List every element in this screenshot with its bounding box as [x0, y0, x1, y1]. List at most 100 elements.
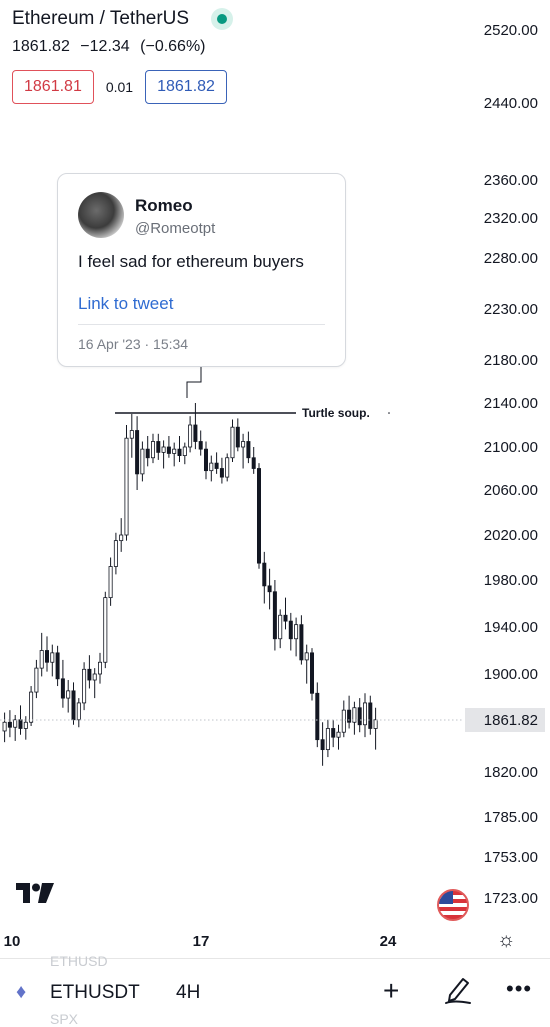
candle-body-up: [209, 462, 214, 472]
tradingview-logo-icon[interactable]: [16, 883, 56, 905]
candle: [262, 551, 267, 604]
symbol-header: Ethereum / TetherUS 1861.82 −12.34 (−0.6…: [12, 8, 234, 104]
candle: [283, 597, 288, 630]
candle-body-up: [2, 721, 7, 732]
candle: [2, 712, 7, 743]
candle: [119, 518, 124, 552]
y-tick-label: 2440.00: [484, 95, 538, 112]
candle-body-up: [34, 667, 39, 693]
candle-body-up: [362, 702, 367, 726]
candle: [7, 710, 12, 738]
candle-body-down: [246, 441, 251, 459]
us-flag-icon[interactable]: [437, 889, 469, 921]
candle-body-down: [135, 430, 140, 475]
candle-body-down: [283, 614, 288, 622]
x-tick-label: 24: [380, 933, 397, 950]
tweet-link[interactable]: Link to tweet: [78, 294, 174, 313]
candle-body-up: [129, 430, 134, 439]
candle: [225, 453, 230, 482]
candle-body-up: [108, 566, 113, 599]
candle: [251, 447, 256, 474]
candle-body-up: [352, 707, 357, 723]
candle: [103, 591, 108, 669]
candle: [278, 609, 283, 649]
gear-icon[interactable]: ☼: [497, 929, 516, 951]
candle-body-up: [278, 614, 283, 640]
bottom-toolbar: ETHUSD ♦ ETHUSDT 4H + ••• SPX: [0, 953, 550, 1027]
candle-body-up: [294, 624, 299, 640]
candle-body-down: [166, 446, 171, 454]
candle-body-down: [315, 692, 320, 741]
candle-body-down: [7, 721, 12, 728]
candle: [230, 419, 235, 463]
candle-body-up: [82, 668, 87, 704]
tweet-author-name: Romeo: [135, 196, 193, 215]
y-tick-label: 1861.82: [484, 712, 538, 729]
candle-body-up: [336, 731, 341, 738]
y-tick-label: 1820.00: [484, 764, 538, 781]
candle: [156, 433, 161, 460]
ethereum-icon: ♦: [16, 981, 27, 1003]
candle-body-up: [150, 441, 155, 459]
candle-body-down: [309, 652, 314, 694]
divider: [78, 324, 325, 325]
symbol-list-item[interactable]: ETHUSD: [50, 953, 108, 969]
candle: [352, 701, 357, 735]
candle-body-down: [299, 624, 304, 661]
candle-body-down: [235, 426, 240, 448]
tweet-card[interactable]: Romeo @Romeotpt I feel sad for ethereum …: [57, 173, 346, 367]
candle-body-up: [172, 448, 177, 454]
candle-body-up: [182, 446, 187, 457]
candle-body-down: [60, 678, 65, 699]
candle: [373, 707, 378, 750]
candle-body-up: [66, 690, 71, 699]
more-icon[interactable]: •••: [506, 976, 533, 1001]
symbol-selector[interactable]: ETHUSDT: [50, 982, 140, 1003]
y-tick-label: 2360.00: [484, 172, 538, 189]
candle: [161, 440, 166, 469]
pen-icon[interactable]: [444, 975, 472, 1005]
candle-body-down: [193, 424, 198, 442]
candle: [219, 457, 224, 484]
candle-body-up: [304, 652, 309, 661]
y-tick-label: 1900.00: [484, 666, 538, 683]
plus-icon[interactable]: +: [383, 975, 400, 1006]
symbol-title[interactable]: Ethereum / TetherUS: [12, 8, 190, 29]
y-tick-label: 2320.00: [484, 210, 538, 227]
avatar: [78, 192, 124, 238]
candle: [55, 645, 60, 687]
candle-body-down: [203, 448, 208, 472]
candle-body-down: [272, 591, 277, 640]
candle: [108, 557, 113, 606]
buy-button[interactable]: 1861.82: [145, 70, 227, 104]
y-tick-label: 2520.00: [484, 22, 538, 39]
price-summary: 1861.82 −12.34 (−0.66%): [12, 38, 233, 56]
last-price: 1861.82: [12, 38, 70, 55]
candle: [39, 632, 44, 677]
candle-body-up: [161, 446, 166, 453]
symbol-list-item[interactable]: SPX: [50, 1011, 79, 1027]
candle: [45, 636, 50, 672]
candle: [82, 662, 87, 711]
candle-body-down: [219, 468, 224, 478]
market-open-icon: [211, 8, 234, 30]
candle: [145, 436, 150, 467]
tweet-date: 16 Apr '23 · 15:34: [78, 336, 189, 352]
interval-selector[interactable]: 4H: [176, 982, 201, 1003]
candle: [13, 714, 18, 741]
candle-body-up: [230, 426, 235, 459]
sell-button[interactable]: 1861.81: [12, 70, 94, 104]
candle-body-down: [331, 728, 336, 738]
candle: [50, 644, 55, 677]
candle-body-down: [198, 441, 203, 450]
candle: [87, 655, 92, 689]
candle: [124, 425, 129, 541]
y-tick-label: 2280.00: [484, 250, 538, 267]
spread-value: 0.01: [105, 79, 134, 95]
candle: [267, 568, 272, 610]
candle: [71, 682, 76, 725]
price-chart[interactable]: 2520.00 2440.00 2360.00 2320.00 2280.00 2230.…: [0, 0, 550, 958]
candle: [23, 716, 28, 740]
candle: [320, 722, 325, 766]
candle: [60, 659, 65, 708]
